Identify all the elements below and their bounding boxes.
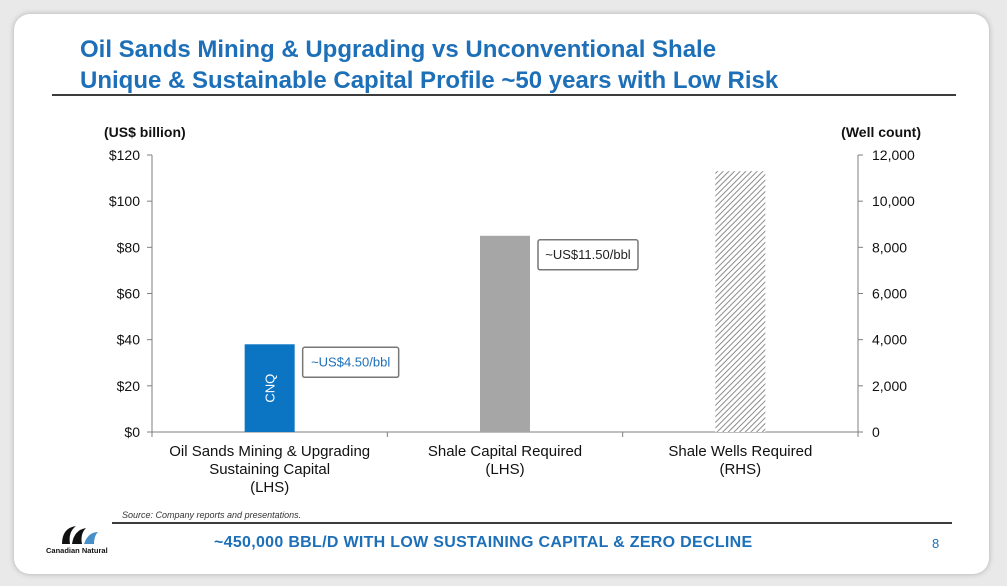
right-tick-label: 10,000 bbox=[872, 193, 915, 209]
callout-text: ~US$4.50/bbl bbox=[311, 354, 390, 369]
bar-1 bbox=[244, 344, 295, 432]
right-tick-label: 8,000 bbox=[872, 239, 907, 255]
right-tick-label: 4,000 bbox=[872, 332, 907, 348]
bar-3 bbox=[715, 171, 766, 433]
title-line-2: Unique & Sustainable Capital Profile ~50… bbox=[80, 67, 779, 94]
right-tick-label: 2,000 bbox=[872, 378, 907, 394]
footer-tagline: ~450,000 BBL/D WITH LOW SUSTAINING CAPIT… bbox=[214, 534, 753, 551]
callout-box bbox=[301, 346, 400, 379]
callout-text: ~US$11.50/bbl bbox=[545, 247, 631, 262]
page-number: 8 bbox=[932, 536, 940, 551]
left-tick-label: $100 bbox=[109, 193, 140, 209]
x-category-label: (LHS) bbox=[250, 479, 289, 496]
callout-box bbox=[537, 239, 639, 271]
left-tick-label: $20 bbox=[117, 378, 141, 394]
left-tick-label: $80 bbox=[117, 239, 141, 255]
x-category-label: Shale Wells Required bbox=[668, 443, 812, 460]
company-logo: Canadian Natural bbox=[44, 522, 120, 558]
left-tick-label: $40 bbox=[117, 332, 141, 348]
left-tick-label: $120 bbox=[109, 147, 140, 163]
right-axis-title: (Well count) bbox=[841, 124, 921, 140]
title-line-1: Oil Sands Mining & Upgrading vs Unconven… bbox=[80, 36, 717, 63]
left-tick-label: $60 bbox=[117, 286, 141, 302]
x-category-label: (LHS) bbox=[485, 461, 524, 478]
title-divider bbox=[52, 94, 956, 96]
x-category-label: Oil Sands Mining & Upgrading bbox=[169, 443, 370, 460]
x-category-label: (RHS) bbox=[719, 461, 761, 478]
slide-title: Oil Sands Mining & Upgrading vs Unconven… bbox=[80, 34, 778, 96]
bar-2 bbox=[480, 235, 530, 432]
left-tick-label: $0 bbox=[124, 424, 140, 440]
right-tick-label: 12,000 bbox=[872, 147, 915, 163]
x-category-label: Sustaining Capital bbox=[209, 461, 330, 478]
left-axis-title: (US$ billion) bbox=[104, 124, 186, 140]
right-tick-label: 0 bbox=[872, 424, 880, 440]
x-category-label: Shale Capital Required bbox=[428, 443, 582, 460]
right-tick-label: 6,000 bbox=[872, 286, 907, 302]
footer-divider bbox=[112, 522, 952, 524]
logo-mark-icon bbox=[62, 526, 98, 544]
logo-wordmark: Canadian Natural bbox=[46, 546, 108, 555]
bar-inner-label: CNQ bbox=[263, 374, 278, 403]
source-note: Source: Company reports and presentation… bbox=[122, 510, 302, 520]
